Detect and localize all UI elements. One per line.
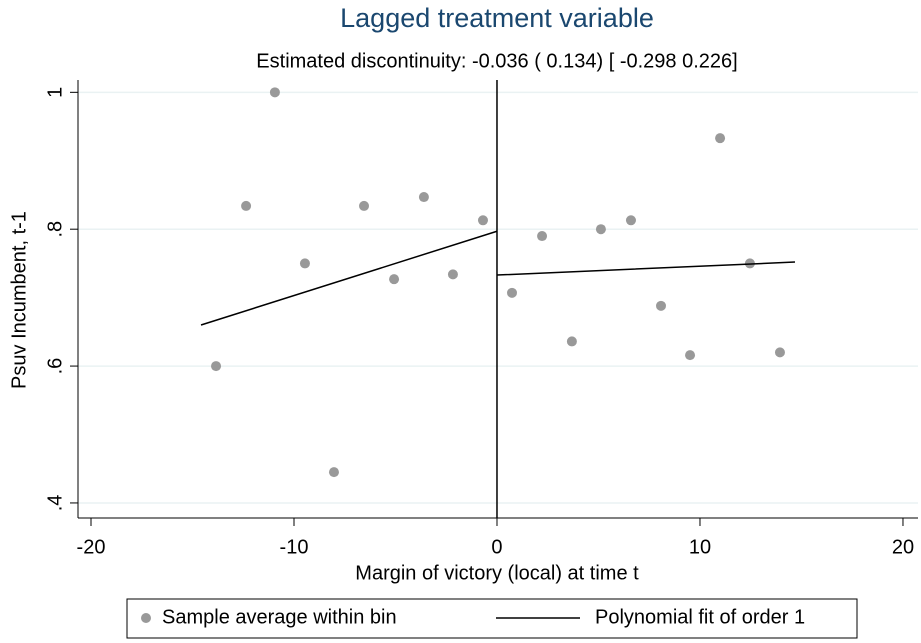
fit-line bbox=[200, 230, 796, 326]
data-point bbox=[269, 87, 280, 98]
y-tick-label: .4 bbox=[44, 495, 66, 512]
chart-subtitle: Estimated discontinuity: -0.036 ( 0.134)… bbox=[256, 50, 737, 72]
data-point bbox=[299, 258, 310, 269]
data-point bbox=[328, 467, 339, 478]
data-point bbox=[625, 215, 636, 226]
x-tick-label: -10 bbox=[280, 536, 309, 558]
data-point bbox=[566, 336, 577, 347]
x-tick-label: 10 bbox=[689, 536, 711, 558]
data-point bbox=[715, 133, 726, 144]
legend-label: Sample average within bin bbox=[162, 606, 397, 628]
y-tick-label: .6 bbox=[44, 358, 66, 375]
data-point bbox=[774, 347, 785, 358]
legend-marker bbox=[141, 613, 151, 623]
data-point bbox=[685, 350, 696, 361]
data-point bbox=[241, 200, 252, 211]
legend-label: Polynomial fit of order 1 bbox=[595, 606, 805, 628]
data-point bbox=[507, 287, 518, 298]
y-tick-label: 1 bbox=[44, 87, 66, 98]
x-tick-label: 20 bbox=[892, 536, 914, 558]
data-point bbox=[595, 224, 606, 235]
x-axis-label: Margin of victory (local) at time t bbox=[355, 562, 639, 584]
y-axis-label: Psuv Incumbent, t-1 bbox=[8, 211, 30, 389]
data-point bbox=[477, 215, 488, 226]
legend-box bbox=[126, 598, 858, 639]
data-point bbox=[537, 231, 548, 242]
y-tick-label: .8 bbox=[44, 221, 66, 238]
data-point bbox=[389, 274, 400, 285]
data-point bbox=[447, 269, 458, 280]
chart-title: Lagged treatment variable bbox=[340, 3, 654, 33]
data-point bbox=[656, 300, 667, 311]
x-tick-label: -20 bbox=[77, 536, 106, 558]
x-tick-label: 0 bbox=[491, 536, 502, 558]
data-point bbox=[418, 192, 429, 203]
data-point bbox=[211, 361, 222, 372]
data-point bbox=[359, 200, 370, 211]
